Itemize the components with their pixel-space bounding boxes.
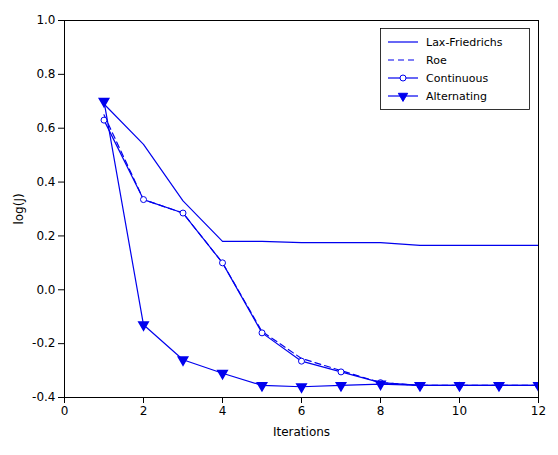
svg-text:1.0: 1.0	[36, 13, 55, 27]
svg-text:0.4: 0.4	[36, 175, 55, 189]
svg-text:Continuous: Continuous	[426, 72, 488, 85]
svg-text:Iterations: Iterations	[273, 425, 330, 439]
svg-text:0.2: 0.2	[36, 229, 55, 243]
svg-text:log(J): log(J)	[12, 193, 26, 224]
svg-text:2: 2	[140, 404, 148, 418]
svg-text:0: 0	[61, 404, 69, 418]
svg-text:Alternating: Alternating	[426, 90, 487, 103]
svg-text:Roe: Roe	[426, 54, 447, 67]
svg-text:10: 10	[452, 404, 467, 418]
svg-text:0.6: 0.6	[36, 121, 55, 135]
svg-text:4: 4	[219, 404, 227, 418]
svg-text:0.8: 0.8	[36, 67, 55, 81]
svg-text:-0.2: -0.2	[32, 336, 55, 350]
svg-text:0.0: 0.0	[36, 283, 55, 297]
svg-text:Lax-Friedrichs: Lax-Friedrichs	[426, 36, 503, 49]
svg-text:8: 8	[377, 404, 385, 418]
svg-text:12: 12	[531, 404, 546, 418]
svg-text:6: 6	[298, 404, 306, 418]
svg-text:-0.4: -0.4	[32, 390, 55, 404]
